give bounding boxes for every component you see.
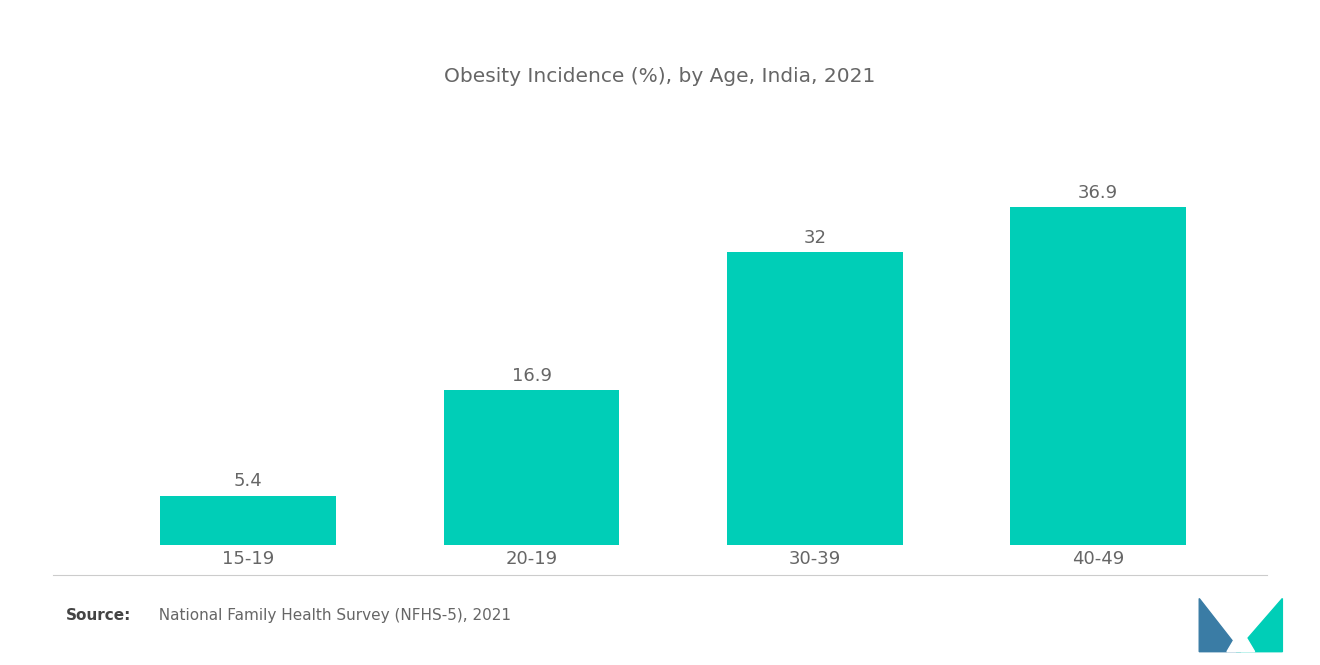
Polygon shape [1237,598,1283,652]
Text: 32: 32 [804,229,826,247]
Text: 36.9: 36.9 [1078,184,1118,201]
Polygon shape [1228,628,1255,652]
Text: 16.9: 16.9 [512,367,552,385]
Bar [444,390,619,545]
Polygon shape [1200,598,1241,652]
Text: Obesity Incidence (%), by Age, India, 2021: Obesity Incidence (%), by Age, India, 20… [445,66,875,86]
Bar [161,496,337,545]
Text: Source:: Source: [66,608,132,622]
Bar [1010,207,1185,545]
Text: 5.4: 5.4 [234,472,263,490]
Bar [727,252,903,545]
Text: National Family Health Survey (NFHS-5), 2021: National Family Health Survey (NFHS-5), … [149,608,511,622]
